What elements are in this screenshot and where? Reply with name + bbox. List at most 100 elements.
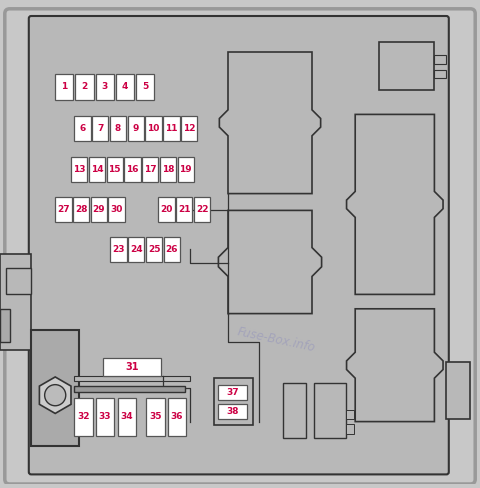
Bar: [96, 74, 114, 100]
Text: 10: 10: [147, 124, 160, 133]
Bar: [145, 116, 162, 141]
Bar: [108, 198, 125, 223]
Text: 25: 25: [148, 245, 160, 254]
Bar: [142, 157, 158, 182]
Text: 18: 18: [162, 164, 174, 174]
Bar: [379, 42, 434, 90]
PathPatch shape: [218, 210, 322, 314]
Text: 20: 20: [160, 205, 173, 214]
PathPatch shape: [219, 52, 321, 194]
Bar: [118, 398, 136, 436]
Bar: [164, 237, 180, 262]
Bar: [218, 385, 247, 400]
Bar: [160, 157, 176, 182]
Text: 4: 4: [121, 82, 128, 91]
Text: 36: 36: [171, 412, 183, 421]
Bar: [110, 237, 127, 262]
Text: 28: 28: [75, 205, 87, 214]
Bar: [0, 254, 31, 349]
Text: 33: 33: [99, 412, 111, 421]
Bar: [446, 362, 470, 419]
Bar: [107, 157, 123, 182]
Text: 2: 2: [81, 82, 88, 91]
Text: 19: 19: [180, 164, 192, 174]
Bar: [146, 398, 165, 436]
PathPatch shape: [347, 309, 443, 422]
PathPatch shape: [347, 114, 443, 294]
Bar: [163, 116, 180, 141]
Bar: [128, 237, 144, 262]
Text: 5: 5: [142, 82, 148, 91]
Text: 22: 22: [196, 205, 208, 214]
Bar: [124, 157, 141, 182]
Text: 37: 37: [227, 388, 239, 397]
Bar: [74, 376, 190, 381]
Bar: [346, 409, 354, 419]
Polygon shape: [39, 377, 71, 413]
Bar: [178, 157, 194, 182]
Text: 16: 16: [126, 164, 139, 174]
Text: 34: 34: [120, 412, 133, 421]
Text: 17: 17: [144, 164, 156, 174]
Bar: [74, 386, 185, 392]
Text: 23: 23: [112, 245, 125, 254]
Bar: [71, 157, 87, 182]
Bar: [55, 198, 72, 223]
Text: 24: 24: [130, 245, 143, 254]
Text: 21: 21: [178, 205, 191, 214]
Bar: [128, 116, 144, 141]
Text: 15: 15: [108, 164, 121, 174]
Bar: [314, 383, 346, 438]
Bar: [194, 198, 210, 223]
FancyBboxPatch shape: [5, 9, 475, 484]
Text: 3: 3: [101, 82, 108, 91]
Bar: [74, 116, 91, 141]
Bar: [96, 398, 114, 436]
Bar: [91, 198, 107, 223]
Bar: [103, 358, 161, 376]
Text: 6: 6: [79, 124, 86, 133]
Text: 1: 1: [61, 82, 68, 91]
Text: 30: 30: [110, 205, 123, 214]
FancyBboxPatch shape: [29, 16, 449, 474]
Text: 38: 38: [227, 407, 239, 416]
Bar: [136, 74, 154, 100]
Bar: [181, 116, 197, 141]
Text: 8: 8: [115, 124, 121, 133]
Bar: [158, 198, 175, 223]
Bar: [73, 198, 89, 223]
Text: 12: 12: [183, 124, 195, 133]
Text: 31: 31: [125, 362, 139, 372]
Bar: [75, 74, 94, 100]
Circle shape: [45, 385, 66, 406]
Bar: [434, 70, 446, 79]
Bar: [92, 116, 108, 141]
Text: 26: 26: [166, 245, 178, 254]
Bar: [214, 378, 253, 426]
Bar: [31, 330, 79, 446]
Bar: [74, 398, 93, 436]
Text: 35: 35: [149, 412, 162, 421]
Bar: [434, 55, 446, 64]
Bar: [283, 383, 306, 438]
Text: 9: 9: [132, 124, 139, 133]
Bar: [6, 268, 31, 294]
Bar: [89, 157, 105, 182]
Text: 27: 27: [57, 205, 70, 214]
Text: 32: 32: [77, 412, 90, 421]
Bar: [110, 116, 126, 141]
Text: 29: 29: [93, 205, 105, 214]
Bar: [116, 74, 134, 100]
Bar: [0, 309, 10, 343]
Text: 7: 7: [97, 124, 104, 133]
Bar: [346, 424, 354, 434]
Bar: [176, 198, 192, 223]
Text: 13: 13: [73, 164, 85, 174]
Text: 11: 11: [165, 124, 178, 133]
Text: Fuse-Box.info: Fuse-Box.info: [236, 325, 316, 355]
Bar: [168, 398, 186, 436]
Bar: [55, 74, 73, 100]
Bar: [146, 237, 162, 262]
Bar: [218, 404, 247, 419]
Text: 14: 14: [91, 164, 103, 174]
